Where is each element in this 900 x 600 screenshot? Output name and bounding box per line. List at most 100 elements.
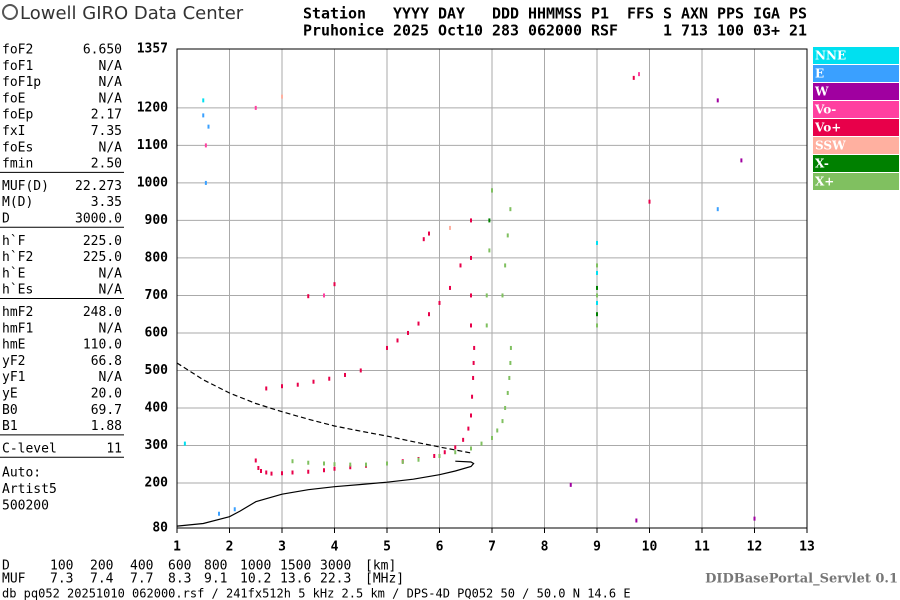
plot-frame xyxy=(176,48,808,529)
echo-point xyxy=(443,450,446,455)
y-tick-label: 800 xyxy=(145,250,169,265)
y-tick-label: 1100 xyxy=(137,138,168,153)
param-name: fmin xyxy=(2,157,33,172)
param-value: N/A xyxy=(99,140,123,155)
param-name: foF1 xyxy=(2,59,33,74)
echo-point xyxy=(257,465,260,470)
echo-point xyxy=(635,518,638,523)
row-value: 400 xyxy=(130,559,153,574)
param-name: hmF2 xyxy=(2,305,33,320)
echo-point xyxy=(569,482,572,487)
param-value: N/A xyxy=(99,91,123,106)
param-value: N/A xyxy=(99,370,123,385)
file-info: db pq052 20251010 062000.rsf / 241fx512h… xyxy=(2,587,631,600)
echo-point xyxy=(202,98,205,103)
echo-point xyxy=(596,300,598,305)
echo-point xyxy=(323,293,325,298)
param-value: 225.0 xyxy=(83,250,122,265)
echo-point xyxy=(333,462,336,467)
echo-point xyxy=(632,75,635,80)
echo-point xyxy=(401,459,404,464)
param-value: N/A xyxy=(99,75,123,90)
echo-point xyxy=(428,231,430,236)
x-tick-label: 13 xyxy=(799,540,815,555)
x-tick-label: 3 xyxy=(278,540,286,555)
echo-point xyxy=(204,180,207,185)
echo-point xyxy=(596,285,598,290)
echo-point xyxy=(333,282,336,287)
param-name: h`F2 xyxy=(2,250,33,265)
echo-point xyxy=(485,293,488,298)
param-name: hmF1 xyxy=(2,321,33,336)
echo-point xyxy=(471,394,474,399)
echo-point xyxy=(753,516,756,521)
header-line: Pruhonice 2025 Oct10 283 062000 RSF 1 71… xyxy=(303,22,807,40)
echo-point xyxy=(470,413,472,418)
x-tick-label: 12 xyxy=(747,540,763,555)
y-tick-label: 500 xyxy=(145,363,169,378)
echo-point xyxy=(270,471,273,476)
param-name: C-level xyxy=(2,441,57,456)
echo-point xyxy=(596,263,598,268)
y-tick-label: 300 xyxy=(145,438,169,453)
echo-point xyxy=(454,445,457,450)
echo-point xyxy=(740,158,743,163)
echo-point xyxy=(260,468,262,473)
param-name: h`Es xyxy=(2,283,33,298)
param-value: 20.0 xyxy=(91,387,122,402)
legend-label: Vo- xyxy=(814,103,836,117)
x-tick-label: 9 xyxy=(593,540,601,555)
legend-swatch xyxy=(813,155,899,172)
echo-point xyxy=(509,345,512,350)
echo-point xyxy=(204,143,207,148)
echo-point xyxy=(296,382,299,387)
legend-swatch xyxy=(813,47,899,64)
echo-point xyxy=(473,345,476,350)
echo-point xyxy=(638,72,640,77)
y-tick-label: 200 xyxy=(145,475,169,490)
echo-point xyxy=(485,323,488,328)
y-tick-label: 700 xyxy=(145,288,169,303)
param-value: 248.0 xyxy=(83,305,122,320)
echo-point xyxy=(438,453,441,458)
param-value: 2.50 xyxy=(91,157,122,172)
legend-swatch xyxy=(813,137,899,154)
param-value: N/A xyxy=(99,283,123,298)
legend-label: NNE xyxy=(815,49,846,63)
echo-point xyxy=(307,294,310,299)
x-tick-label: 1 xyxy=(173,540,181,555)
param-value: 225.0 xyxy=(83,234,122,249)
echo-point xyxy=(407,330,409,335)
echo-point xyxy=(459,263,462,268)
legend-label: SSW xyxy=(815,139,846,153)
x-tick-label: 7 xyxy=(488,540,496,555)
echo-point xyxy=(496,428,499,433)
echo-point xyxy=(509,360,512,365)
row-value: 3000 xyxy=(320,559,351,574)
row-unit: [km] xyxy=(365,559,396,574)
auto-text: Artist5 xyxy=(2,482,57,497)
param-value: 110.0 xyxy=(83,338,122,353)
row-value: 200 xyxy=(90,559,113,574)
row-value: 7.3 xyxy=(50,572,73,587)
x-tick-label: 10 xyxy=(642,540,658,555)
echo-point xyxy=(359,368,362,373)
echo-point xyxy=(207,124,210,129)
param-name: yF1 xyxy=(2,370,25,385)
echo-point xyxy=(462,437,465,442)
param-value: 66.8 xyxy=(91,354,122,369)
echo-point xyxy=(291,459,294,464)
param-value: 11 xyxy=(106,441,122,456)
echo-point xyxy=(596,312,598,317)
legend-swatch xyxy=(813,119,899,136)
echo-point xyxy=(386,345,388,350)
echo-point xyxy=(449,285,451,290)
echo-point xyxy=(202,113,205,118)
x-tick-label: 11 xyxy=(694,540,710,555)
param-value: 2.17 xyxy=(91,108,122,123)
param-name: D xyxy=(2,212,10,227)
echo-point xyxy=(265,470,268,475)
echo-point xyxy=(218,511,220,516)
echo-point xyxy=(281,471,283,476)
echo-point xyxy=(508,375,511,380)
